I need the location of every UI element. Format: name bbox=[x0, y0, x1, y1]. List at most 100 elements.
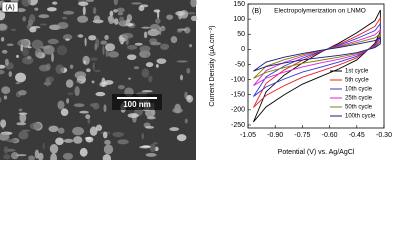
particle bbox=[16, 122, 27, 126]
particle bbox=[0, 132, 10, 141]
x-tick-label: -0.45 bbox=[349, 132, 365, 139]
y-tick-label: 100 bbox=[233, 16, 245, 23]
particle bbox=[190, 0, 197, 8]
particle bbox=[38, 14, 50, 19]
particle bbox=[117, 139, 129, 145]
particle bbox=[45, 63, 51, 71]
particle bbox=[110, 18, 117, 23]
particle bbox=[92, 102, 100, 110]
y-tick-label: -200 bbox=[231, 107, 245, 114]
particle bbox=[169, 127, 180, 132]
y-axis-label: Current Density (μA.cm⁻²) bbox=[209, 25, 216, 106]
y-tick-label: -100 bbox=[231, 76, 245, 83]
particle bbox=[26, 55, 32, 60]
particle bbox=[10, 28, 16, 31]
particle bbox=[83, 60, 86, 64]
particle bbox=[177, 29, 182, 33]
y-tick-label: -50 bbox=[235, 61, 245, 68]
particle bbox=[166, 14, 174, 20]
particle bbox=[85, 114, 91, 120]
particle bbox=[31, 39, 44, 50]
particle bbox=[109, 10, 114, 17]
y-tick-label: 50 bbox=[237, 31, 245, 38]
particle bbox=[131, 2, 142, 5]
particle bbox=[16, 54, 19, 58]
particle bbox=[28, 155, 36, 161]
particle bbox=[170, 36, 178, 44]
particle bbox=[1, 36, 5, 42]
particle bbox=[16, 154, 27, 157]
particle bbox=[76, 80, 82, 83]
particle bbox=[18, 131, 29, 140]
particle bbox=[57, 127, 65, 134]
particle bbox=[6, 43, 14, 46]
x-tick-label: -0.60 bbox=[322, 132, 338, 139]
particle bbox=[67, 92, 74, 96]
particle bbox=[103, 144, 114, 155]
particle bbox=[139, 45, 151, 53]
particle bbox=[88, 35, 97, 41]
particle bbox=[141, 145, 151, 148]
particle bbox=[148, 75, 153, 83]
particle bbox=[77, 34, 84, 38]
legend-label: 1st cycle bbox=[345, 69, 369, 75]
particle bbox=[77, 15, 89, 23]
particle bbox=[55, 137, 64, 146]
scale-label: 100 nm bbox=[123, 100, 151, 109]
particle bbox=[92, 62, 95, 71]
particle bbox=[139, 4, 149, 8]
legend-label: 25th cycle bbox=[345, 96, 373, 102]
particle bbox=[3, 145, 9, 154]
legend-label: 5th cycle bbox=[345, 78, 369, 84]
particle bbox=[51, 52, 54, 63]
particle bbox=[112, 131, 124, 138]
particle bbox=[186, 94, 194, 103]
particle bbox=[8, 71, 13, 77]
particle bbox=[60, 108, 69, 116]
particle bbox=[87, 118, 91, 124]
particle bbox=[93, 69, 102, 72]
particle bbox=[57, 100, 65, 110]
particle bbox=[189, 44, 193, 48]
figure: (A) 100 nm (B) Electropolymerization on … bbox=[0, 0, 392, 164]
particle bbox=[1, 86, 11, 94]
particle bbox=[62, 34, 73, 41]
particle bbox=[143, 31, 148, 39]
particle bbox=[95, 124, 103, 132]
particle bbox=[126, 14, 133, 22]
particle bbox=[175, 10, 186, 16]
x-tick-label: -1.05 bbox=[240, 132, 256, 139]
particle bbox=[73, 136, 83, 144]
particle bbox=[117, 12, 124, 16]
particle bbox=[65, 38, 70, 41]
particle bbox=[102, 131, 108, 139]
particle bbox=[0, 10, 6, 21]
particle bbox=[125, 37, 129, 46]
particle bbox=[86, 68, 91, 73]
particle bbox=[101, 77, 106, 88]
particle bbox=[108, 51, 119, 58]
particle bbox=[66, 98, 70, 104]
panel-label: (A) bbox=[5, 4, 14, 11]
particle bbox=[150, 41, 162, 46]
particle bbox=[79, 110, 89, 114]
particle bbox=[0, 97, 2, 103]
particle bbox=[116, 7, 125, 13]
particle bbox=[5, 139, 18, 143]
panel-label: (B) bbox=[252, 8, 261, 15]
x-tick-label: -0.30 bbox=[376, 132, 392, 139]
particle bbox=[39, 23, 48, 26]
particle bbox=[15, 82, 20, 85]
particle bbox=[52, 1, 58, 5]
particle bbox=[22, 16, 27, 22]
particle bbox=[29, 122, 42, 130]
particle bbox=[94, 43, 98, 51]
particle bbox=[119, 16, 125, 22]
particle bbox=[104, 43, 116, 52]
particle bbox=[1, 49, 8, 54]
particle bbox=[69, 64, 74, 69]
particle bbox=[28, 13, 36, 24]
particle bbox=[3, 95, 8, 100]
particle bbox=[146, 53, 149, 58]
particle bbox=[120, 20, 123, 25]
